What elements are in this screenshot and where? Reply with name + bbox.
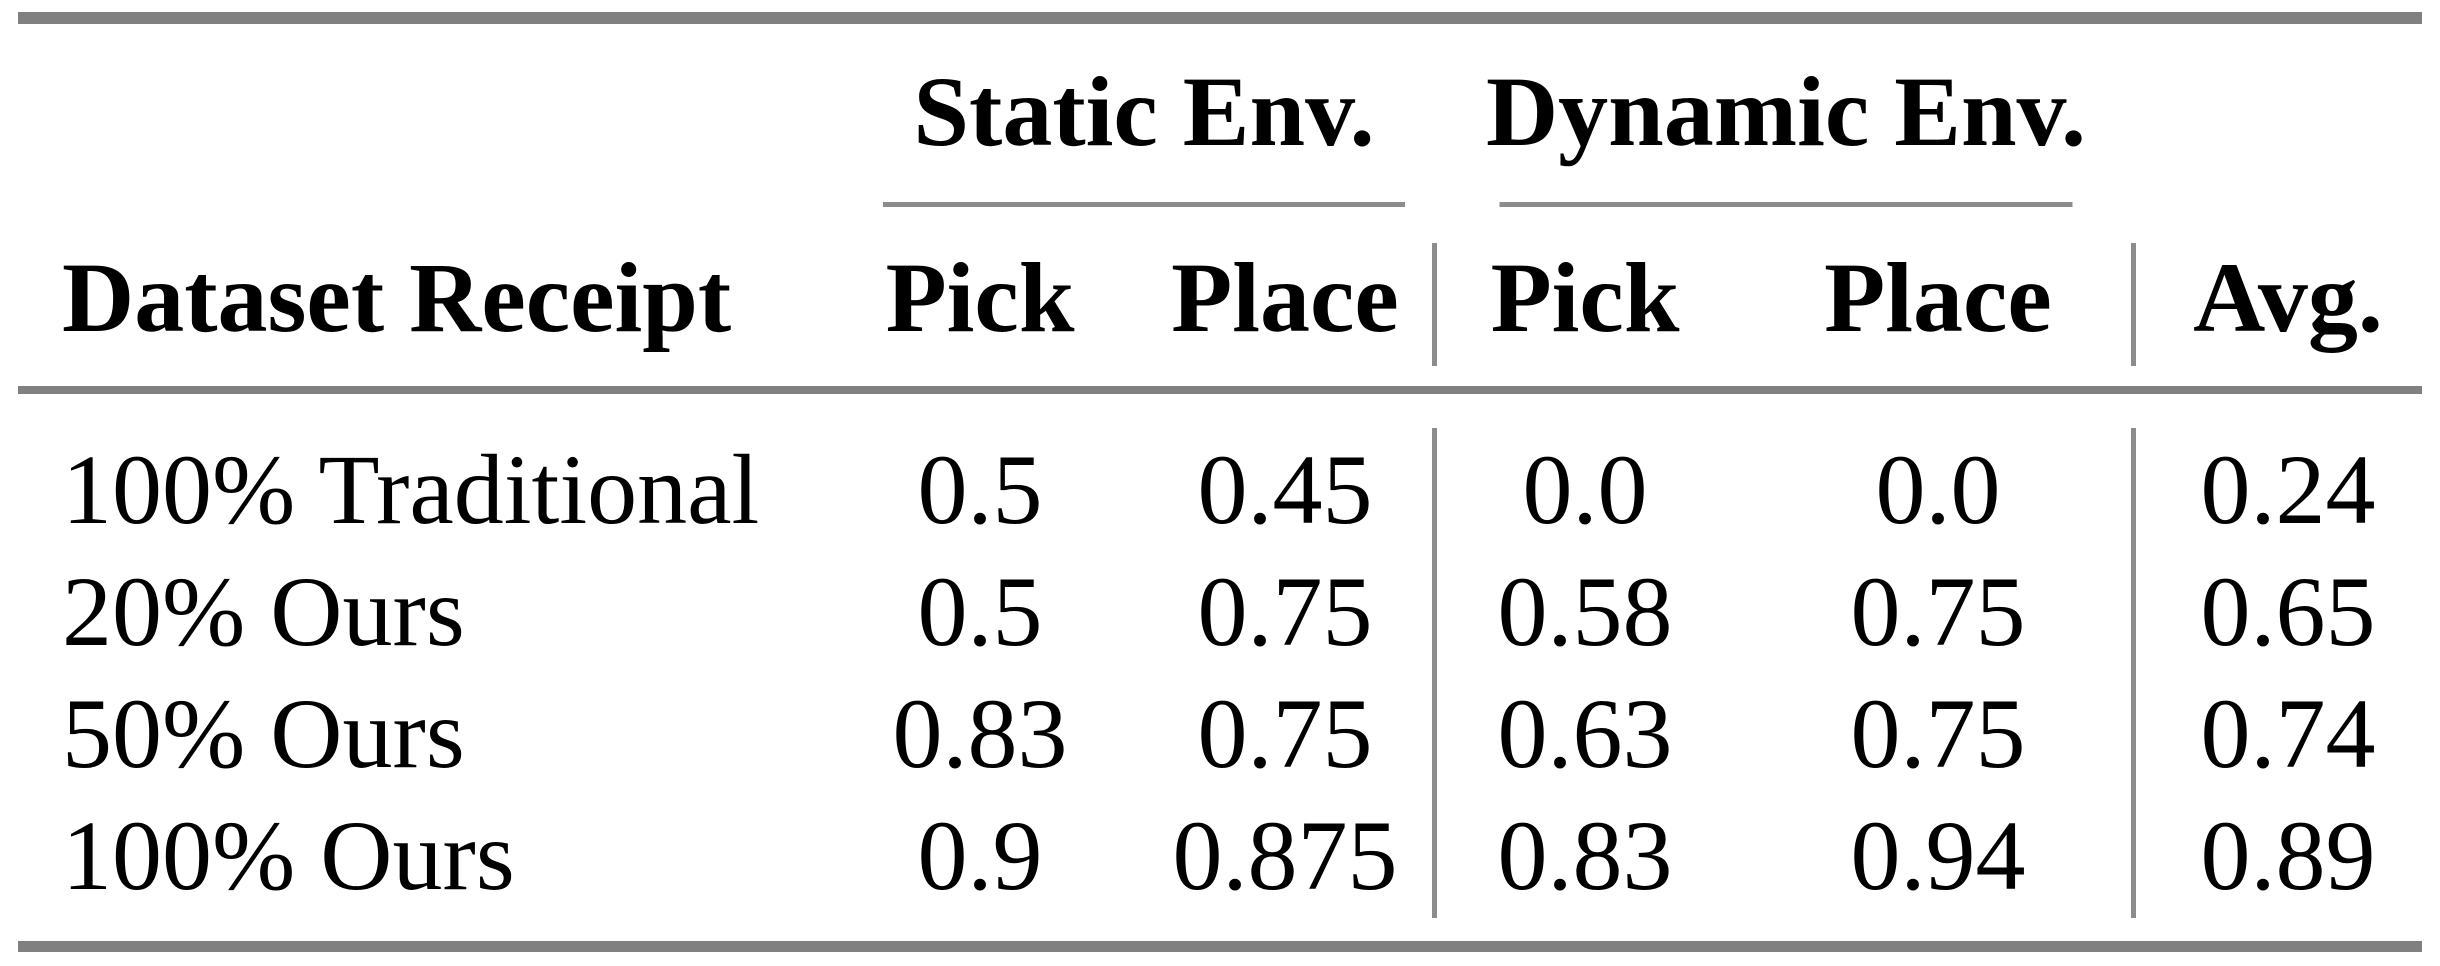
column-header-dataset-receipt: Dataset Receipt [62, 242, 732, 353]
column-header-dynamic-place: Place [1824, 242, 2052, 353]
table-mid-rule [18, 386, 2422, 394]
cell-value: 0.75 [1850, 556, 2026, 667]
static-env-underline [883, 202, 1405, 207]
cell-value: 0.83 [1497, 800, 1673, 911]
cell-value: 0.75 [1197, 556, 1373, 667]
column-header-static-place: Place [1171, 242, 1399, 353]
cell-value: 0.58 [1497, 556, 1673, 667]
row-label: 100% Traditional [62, 434, 760, 545]
group-header-dynamic-env: Dynamic Env. [1485, 56, 2087, 167]
row-label: 50% Ours [62, 678, 465, 789]
cell-value: 0.83 [892, 678, 1068, 789]
cell-value: 0.63 [1497, 678, 1673, 789]
column-separator-static-dynamic-header [1432, 243, 1437, 366]
column-header-static-pick: Pick [885, 242, 1075, 353]
cell-value: 0.24 [2200, 434, 2376, 545]
column-separator-avg-body [2131, 428, 2136, 918]
cell-value: 0.0 [1875, 434, 2001, 545]
column-separator-avg-header [2131, 243, 2136, 366]
cell-value: 0.89 [2200, 800, 2376, 911]
group-header-static-env: Static Env. [913, 56, 1375, 167]
cell-value: 0.65 [2200, 556, 2376, 667]
row-label: 100% Ours [62, 800, 515, 911]
table-top-rule [18, 12, 2422, 24]
cell-value: 0.875 [1172, 800, 1398, 911]
column-header-dynamic-pick: Pick [1490, 242, 1680, 353]
cell-value: 0.75 [1197, 678, 1373, 789]
cell-value: 0.0 [1522, 434, 1648, 545]
dynamic-env-underline [1499, 202, 2073, 207]
column-separator-static-dynamic-body [1432, 428, 1437, 918]
cell-value: 0.74 [2200, 678, 2376, 789]
cell-value: 0.75 [1850, 678, 2026, 789]
cell-value: 0.9 [917, 800, 1043, 911]
cell-value: 0.94 [1850, 800, 2026, 911]
cell-value: 0.5 [917, 434, 1043, 545]
column-header-avg: Avg. [2193, 242, 2383, 353]
row-label: 20% Ours [62, 556, 465, 667]
table-bottom-rule [18, 941, 2422, 952]
cell-value: 0.45 [1197, 434, 1373, 545]
cell-value: 0.5 [917, 556, 1043, 667]
